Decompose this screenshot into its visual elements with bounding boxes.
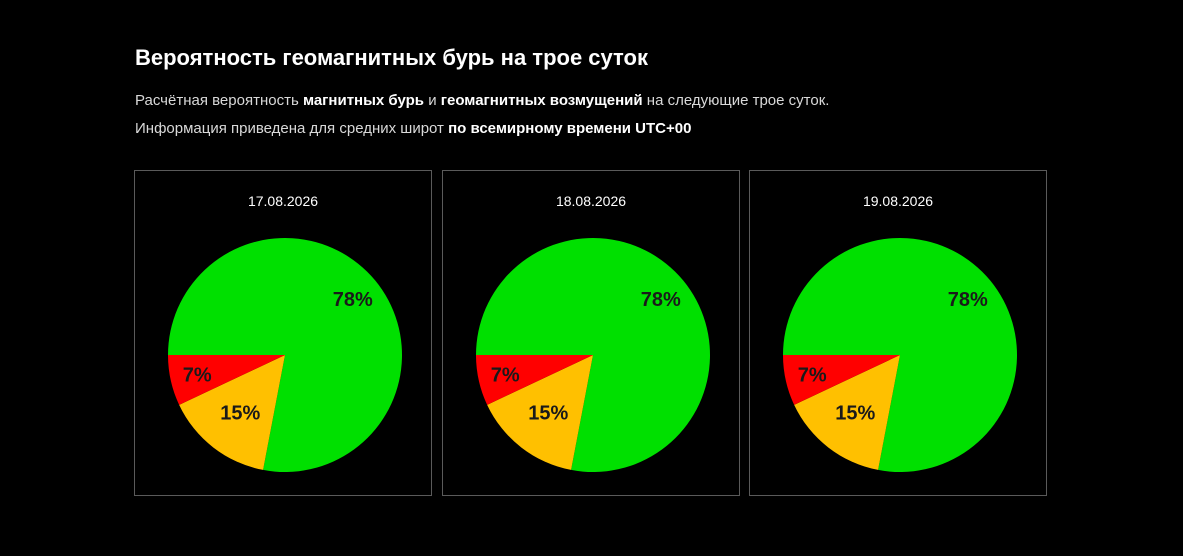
slice-label: 7% [491,365,520,387]
forecast-panel-day-1: 17.08.2026 78% 15% 7% [134,170,432,496]
panel-date: 19.08.2026 [862,193,934,209]
panel-date: 18.08.2026 [555,193,627,209]
pie-slice [794,355,900,470]
pie-slice [179,355,285,470]
description-line-2: Информация приведена для средних широт п… [135,120,691,137]
description-text: на следующие трое суток. [642,92,830,109]
pie-slice [168,355,285,405]
description-line-1: Расчётная вероятность магнитных бурь и г… [135,92,829,109]
slice-label: 78% [641,289,681,311]
pie-slice [487,355,593,470]
pie-slice [783,238,1017,473]
slice-label: 15% [835,403,875,425]
pie-slice [168,238,402,473]
slice-label: 7% [798,365,827,387]
pie-chart: 78% 15% 7% [476,238,710,473]
pie-chart: 78% 15% 7% [783,238,1017,473]
description-emphasis: по всемирному времени UTC+00 [448,120,692,137]
page-title: Вероятность геомагнитных бурь на трое су… [135,45,648,70]
panel-date: 17.08.2026 [247,193,319,209]
forecast-panel-day-2: 18.08.2026 78% 15% 7% [442,170,740,496]
description-text: Информация приведена для средних широт [135,120,449,137]
pie-chart: 78% 15% 7% [168,238,402,473]
description-emphasis: магнитных бурь [302,92,425,109]
forecast-panel-day-3: 19.08.2026 78% 15% 7% [749,170,1047,496]
description-text: Расчётная вероятность [135,92,303,109]
slice-label: 78% [333,289,373,311]
slice-label: 7% [183,365,212,387]
pie-slice [783,355,900,405]
pie-slice [476,355,593,405]
description-text: и [424,92,441,109]
description-emphasis: геомагнитных возмущений [440,92,643,109]
slice-label: 78% [948,289,988,311]
pie-slice [476,238,710,473]
slice-label: 15% [528,403,568,425]
slice-label: 15% [220,403,260,425]
